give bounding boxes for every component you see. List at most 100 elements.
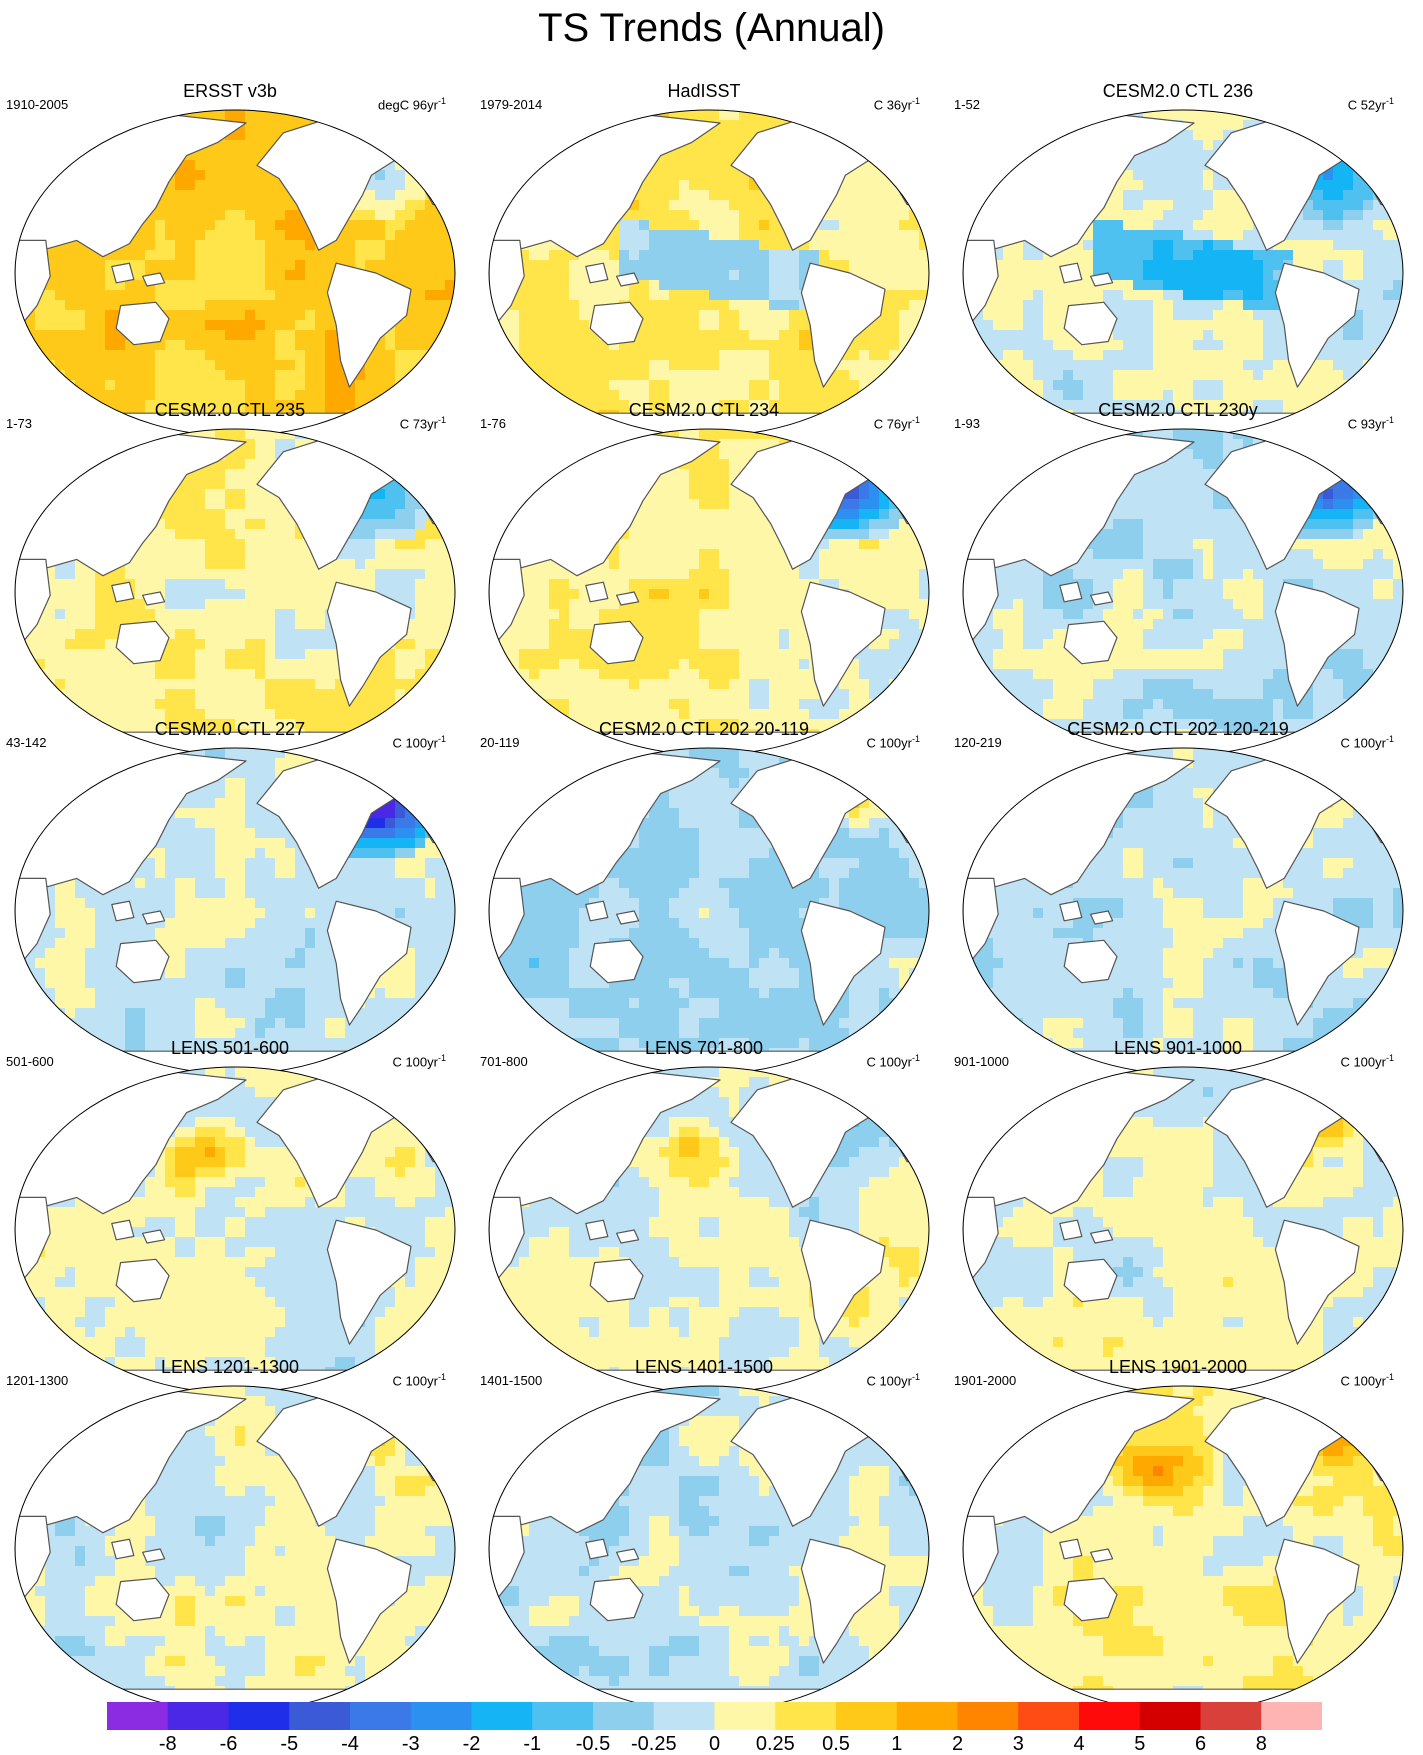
panel-period: 701-800 (480, 1055, 528, 1069)
panel-period: 1-93 (954, 417, 980, 431)
colorbar-label: -6 (220, 1733, 238, 1755)
colorbar-swatch (167, 1702, 229, 1730)
panel-title: LENS 501-600 (0, 1038, 460, 1058)
colorbar-swatch (1018, 1702, 1080, 1730)
panel-units-exponent: -1 (438, 1372, 446, 1382)
panel-units-exponent: -1 (1386, 415, 1394, 425)
trend-field (963, 1386, 1403, 1712)
map-panel: CESM2.0 CTL 227 43-142 C 100yr-1 (0, 713, 460, 1098)
panel-title: LENS 701-800 (474, 1038, 934, 1058)
trend-field (489, 1067, 929, 1393)
colorbar-label: 0.5 (822, 1733, 850, 1755)
panel-title: CESM2.0 CTL 202 120-219 (948, 719, 1408, 739)
colorbar-swatch (471, 1702, 533, 1730)
colorbar-swatch (957, 1702, 1019, 1730)
trend-map (14, 747, 456, 1075)
panel-units-text: C 93yr (1348, 416, 1386, 431)
trend-field (15, 429, 455, 755)
colorbar-label: -0.25 (631, 1733, 677, 1755)
colorbar-label: 2 (952, 1733, 963, 1755)
panel-title: CESM2.0 CTL 230y (948, 400, 1408, 420)
panel-units-exponent: -1 (1386, 1053, 1394, 1063)
panel-units-exponent: -1 (438, 1053, 446, 1063)
panel-units: degC 96yr-1 (378, 94, 446, 112)
colorbar-label: -0.5 (576, 1733, 610, 1755)
panel-title: CESM2.0 CTL 235 (0, 400, 460, 420)
panel-units-text: C 76yr (874, 416, 912, 431)
panel-units: C 93yr-1 (1348, 413, 1394, 431)
trend-field (489, 429, 929, 755)
trend-map (14, 109, 456, 437)
colorbar-swatch (775, 1702, 837, 1730)
colorbar-swatch (653, 1702, 715, 1730)
panel-period: 43-142 (6, 736, 46, 750)
panel-period: 1-76 (480, 417, 506, 431)
panel-units-exponent: -1 (438, 96, 446, 106)
colorbar-swatch (107, 1702, 169, 1730)
colorbar-label: 5 (1134, 1733, 1145, 1755)
panel-units: C 73yr-1 (400, 413, 446, 431)
colorbar-swatch (1139, 1702, 1201, 1730)
trend-map (962, 109, 1404, 437)
colorbar-swatch (896, 1702, 958, 1730)
map-panel: LENS 1201-1300 1201-1300 C 100yr-1 (0, 1351, 460, 1736)
trend-map (488, 1066, 930, 1394)
panel-period: 1401-1500 (480, 1374, 542, 1388)
panel-title: CESM2.0 CTL 227 (0, 719, 460, 739)
colorbar-swatch (532, 1702, 594, 1730)
panel-units: C 100yr-1 (392, 1051, 446, 1069)
colorbar-swatch (228, 1702, 290, 1730)
panel-units: C 52yr-1 (1348, 94, 1394, 112)
map-panel: ERSST v3b 1910-2005 degC 96yr-1 (0, 75, 460, 460)
panel-units: C 100yr-1 (392, 1370, 446, 1388)
colorbar-swatch (714, 1702, 776, 1730)
panel-period: 1201-1300 (6, 1374, 68, 1388)
panel-units: C 100yr-1 (1340, 1370, 1394, 1388)
colorbar-swatch (836, 1702, 898, 1730)
panel-units: C 100yr-1 (392, 732, 446, 750)
panel-units: C 100yr-1 (1340, 732, 1394, 750)
panel-units: C 76yr-1 (874, 413, 920, 431)
colorbar-swatch (1261, 1702, 1322, 1730)
colorbar-label: -5 (280, 1733, 298, 1755)
panel-units-text: C 100yr (866, 735, 912, 750)
colorbar-swatch (593, 1702, 655, 1730)
panel-period: 1-52 (954, 98, 980, 112)
panel-units-exponent: -1 (912, 734, 920, 744)
colorbar-label: 0 (709, 1733, 720, 1755)
colorbar-label: -4 (341, 1733, 359, 1755)
colorbar-label: 8 (1256, 1733, 1267, 1755)
panel-units: C 100yr-1 (1340, 1051, 1394, 1069)
panel-title: HadISST (474, 81, 934, 101)
panel-units-text: C 100yr (1340, 1054, 1386, 1069)
panel-units-exponent: -1 (912, 1372, 920, 1382)
panel-units-exponent: -1 (912, 1053, 920, 1063)
panel-units-exponent: -1 (1386, 96, 1394, 106)
panel-units-text: C 52yr (1348, 97, 1386, 112)
colorbar-label: 6 (1195, 1733, 1206, 1755)
panel-title: LENS 901-1000 (948, 1038, 1408, 1058)
trend-map (488, 1385, 930, 1713)
panel-period: 901-1000 (954, 1055, 1009, 1069)
trend-field (15, 110, 455, 436)
trend-field (963, 748, 1403, 1074)
trend-map (14, 428, 456, 756)
map-panel: CESM2.0 CTL 236 1-52 C 52yr-1 (948, 75, 1408, 460)
trend-map (488, 747, 930, 1075)
panel-units: C 36yr-1 (874, 94, 920, 112)
trend-field (489, 1386, 929, 1712)
colorbar-label: 1 (891, 1733, 902, 1755)
colorbar-swatch (1079, 1702, 1141, 1730)
panel-units-text: C 100yr (1340, 735, 1386, 750)
panel-units-text: C 36yr (874, 97, 912, 112)
panel-units-text: C 100yr (392, 1054, 438, 1069)
colorbar-label: -8 (159, 1733, 177, 1755)
panel-units-text: C 100yr (866, 1054, 912, 1069)
colorbar-swatch (350, 1702, 412, 1730)
figure-title: TS Trends (Annual) (0, 0, 1423, 56)
panel-title: CESM2.0 CTL 236 (948, 81, 1408, 101)
colorbar-swatch (1200, 1702, 1262, 1730)
panel-period: 20-119 (480, 736, 520, 750)
map-panel: CESM2.0 CTL 235 1-73 C 73yr-1 (0, 394, 460, 779)
colorbar-label: 0.25 (756, 1733, 795, 1755)
